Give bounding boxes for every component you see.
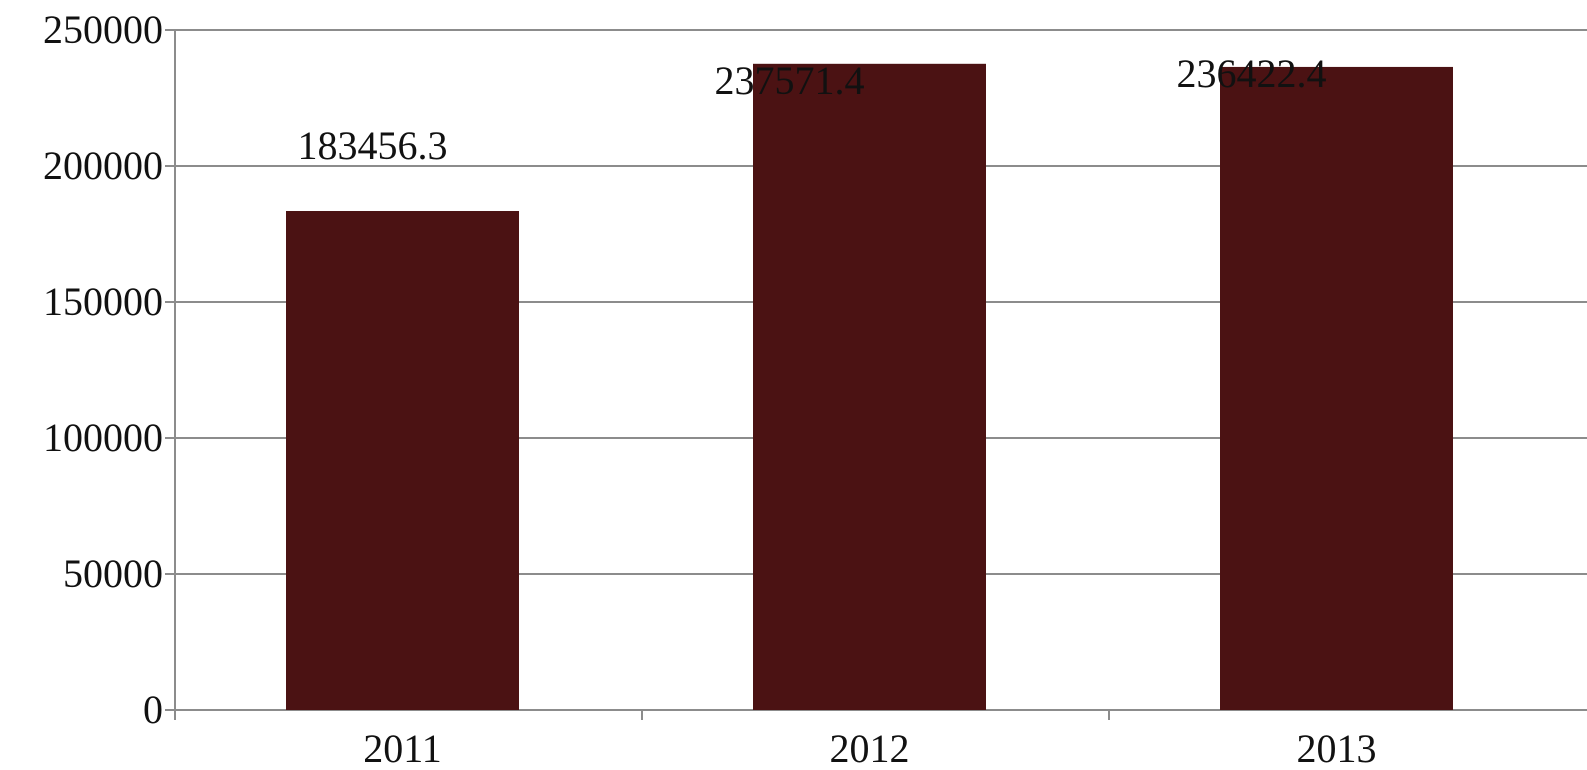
- x-tick-label-2013: 2013: [1297, 726, 1377, 770]
- y-tick-label: 0: [143, 687, 163, 732]
- x-tick-label-2012: 2012: [830, 726, 910, 770]
- data-labels: 183456.3 237571.4 236422.4: [298, 51, 1327, 168]
- x-tick-label-2011: 2011: [363, 726, 442, 770]
- y-tick-label: 150000: [43, 279, 163, 324]
- data-label-2011: 183456.3: [298, 123, 448, 168]
- data-label-2013: 236422.4: [1177, 51, 1327, 96]
- y-tick-label: 250000: [43, 7, 163, 52]
- bar-2012: [753, 63, 986, 711]
- y-tick-label: 50000: [63, 551, 163, 596]
- bar-2013: [1220, 66, 1453, 710]
- y-tick-label: 200000: [43, 143, 163, 188]
- data-label-2012: 237571.4: [715, 58, 865, 103]
- bar-2011: [286, 210, 519, 710]
- y-tick-labels: 0 50000 100000 150000 200000 250000: [43, 7, 175, 732]
- y-tick-label: 100000: [43, 415, 163, 460]
- bars: [286, 63, 1453, 711]
- x-tick-labels: 2011 2012 2013: [174, 710, 1377, 770]
